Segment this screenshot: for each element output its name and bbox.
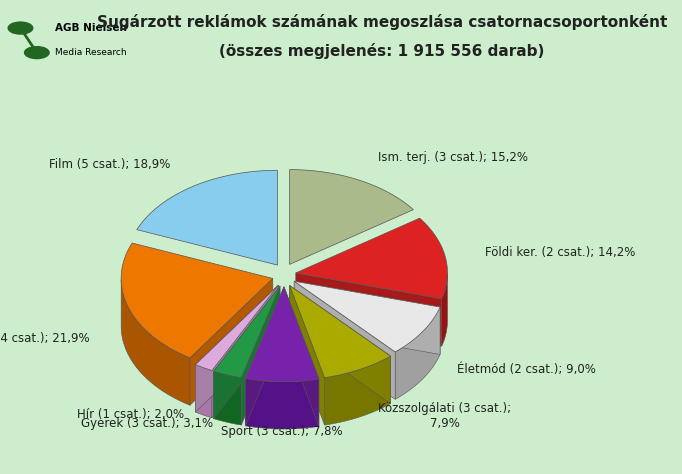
Polygon shape xyxy=(296,273,442,346)
Polygon shape xyxy=(241,286,280,425)
Text: Sport (3 csat.); 7,8%: Sport (3 csat.); 7,8% xyxy=(221,425,342,438)
Polygon shape xyxy=(196,365,212,418)
Polygon shape xyxy=(284,287,319,427)
Polygon shape xyxy=(296,218,447,299)
Polygon shape xyxy=(190,279,273,405)
Polygon shape xyxy=(121,280,190,405)
Polygon shape xyxy=(290,285,391,378)
Polygon shape xyxy=(121,243,273,358)
Polygon shape xyxy=(196,285,278,412)
Text: Sugárzott reklámok számának megoszlása csatornacsoportonként: Sugárzott reklámok számának megoszlása c… xyxy=(97,14,667,30)
Text: Életmód (2 csat.); 9,0%: Életmód (2 csat.); 9,0% xyxy=(457,363,596,375)
Text: (összes megjelenés: 1 915 556 darab): (összes megjelenés: 1 915 556 darab) xyxy=(219,43,545,59)
Text: Media Research: Media Research xyxy=(55,48,126,57)
Polygon shape xyxy=(290,170,413,264)
Text: Ált. szórak. (4 csat.); 21,9%: Ált. szórak. (4 csat.); 21,9% xyxy=(0,332,90,345)
Polygon shape xyxy=(246,287,284,426)
Circle shape xyxy=(25,46,49,59)
Polygon shape xyxy=(212,285,278,418)
Text: Film (5 csat.); 18,9%: Film (5 csat.); 18,9% xyxy=(48,158,170,172)
Polygon shape xyxy=(137,170,278,265)
Polygon shape xyxy=(294,281,440,352)
Text: Földi ker. (2 csat.); 14,2%: Földi ker. (2 csat.); 14,2% xyxy=(485,246,636,259)
Text: Hír (1 csat.); 2,0%: Hír (1 csat.); 2,0% xyxy=(76,408,183,420)
Polygon shape xyxy=(196,285,278,371)
Polygon shape xyxy=(325,356,391,425)
Polygon shape xyxy=(294,281,440,355)
Polygon shape xyxy=(246,378,319,429)
Text: AGB Nielsen: AGB Nielsen xyxy=(55,23,126,33)
Text: Közszolgálati (3 csat.);
7,9%: Közszolgálati (3 csat.); 7,9% xyxy=(379,402,512,430)
Polygon shape xyxy=(213,286,280,419)
Polygon shape xyxy=(442,273,447,346)
Polygon shape xyxy=(290,285,391,403)
Polygon shape xyxy=(290,285,325,425)
Polygon shape xyxy=(213,371,241,425)
Polygon shape xyxy=(246,287,319,382)
Polygon shape xyxy=(395,307,440,399)
Text: Ism. terj. (3 csat.); 15,2%: Ism. terj. (3 csat.); 15,2% xyxy=(378,151,528,164)
Text: Gyerek (3 csat.); 3,1%: Gyerek (3 csat.); 3,1% xyxy=(81,417,213,429)
Polygon shape xyxy=(294,281,395,399)
Circle shape xyxy=(8,22,33,34)
Polygon shape xyxy=(213,286,280,378)
